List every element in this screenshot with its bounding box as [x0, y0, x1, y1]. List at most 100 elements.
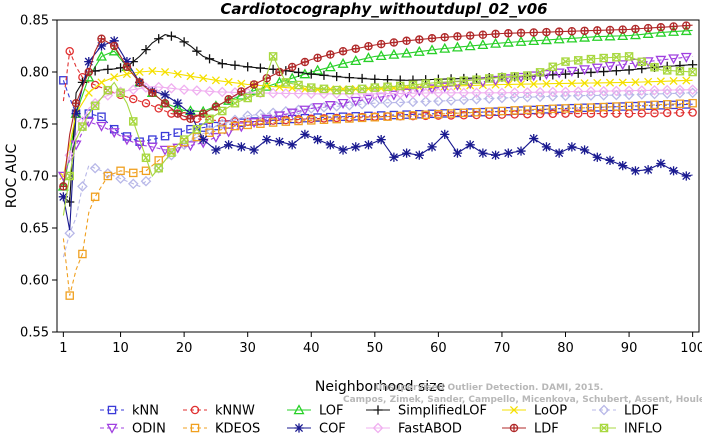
point-cof [592, 152, 602, 162]
point-loop [555, 79, 564, 88]
point-odin [579, 65, 591, 76]
point-odin [95, 121, 107, 132]
point-lof [477, 39, 489, 50]
point-ldof [458, 94, 470, 106]
series-line-cof [62, 40, 693, 231]
point-simplifiedlof [395, 75, 405, 85]
point-kdeos [624, 101, 634, 111]
point-kdeos [548, 104, 558, 114]
point-simplifiedlof [611, 66, 621, 76]
point-simplifiedlof [154, 34, 164, 44]
point-simplifiedlof [586, 67, 596, 78]
x-tick-label: 1 [59, 341, 67, 356]
point-loop [644, 77, 653, 86]
point-loop [211, 76, 220, 85]
point-fastabod [305, 88, 317, 100]
point-loop [504, 80, 513, 89]
point-cof [109, 36, 119, 46]
point-inflo [154, 163, 163, 173]
point-cof [338, 145, 348, 155]
point-kdeos [141, 166, 151, 176]
point-kdeos [90, 192, 100, 202]
point-loop [656, 77, 665, 86]
point-knn [605, 102, 615, 112]
point-simplifiedlof [306, 69, 316, 79]
point-kdeos [307, 116, 316, 125]
point-inflo [307, 83, 316, 92]
point-inflo [472, 75, 481, 84]
point-knnw [650, 108, 659, 118]
point-inflo [573, 56, 583, 65]
legend-marker-odin [106, 423, 118, 434]
point-ldf [338, 46, 348, 56]
point-inflo [281, 78, 291, 87]
point-kdeos [573, 103, 583, 113]
point-ldof [255, 108, 266, 120]
point-ldf [580, 26, 589, 36]
point-ldof [522, 91, 533, 103]
legend-marker-lof [293, 404, 305, 415]
point-ldof [547, 91, 559, 102]
point-odin [146, 142, 158, 153]
point-cof [58, 192, 68, 202]
point-cof [427, 142, 437, 152]
point-inflo [167, 148, 176, 157]
point-cof [681, 171, 691, 181]
legend-label: KDEOS [215, 422, 260, 434]
point-inflo [395, 81, 405, 91]
point-inflo [662, 66, 672, 75]
point-ldof [356, 98, 368, 110]
point-inflo [510, 72, 519, 81]
point-fastabod [420, 87, 431, 99]
point-knnw [675, 108, 685, 118]
point-kdeos [345, 114, 354, 123]
point-lof [108, 45, 120, 56]
point-loop [160, 67, 170, 77]
point-cof [160, 90, 170, 100]
point-loop [199, 74, 208, 83]
point-knn [59, 76, 68, 85]
point-cof [567, 142, 577, 152]
point-fastabod [382, 88, 393, 99]
point-cof [643, 165, 653, 175]
point-ldof [560, 90, 571, 102]
point-inflo [370, 83, 380, 92]
legend-item-ldof: LDOF [592, 404, 659, 419]
point-kdeos [446, 109, 456, 118]
point-knnw [129, 94, 138, 104]
series-line-ldf [62, 24, 693, 187]
point-lof [350, 55, 362, 66]
point-ldf [364, 41, 373, 51]
point-ldof [483, 93, 495, 104]
point-cof [363, 140, 374, 150]
point-ldf [669, 22, 678, 31]
point-ldf [135, 78, 144, 87]
point-cof [402, 148, 412, 158]
point-ldof [471, 93, 482, 105]
point-odin [617, 60, 629, 71]
point-ldof [382, 97, 393, 109]
legend-label: FastABOD [398, 422, 462, 434]
point-ldf [478, 30, 488, 40]
point-kdeos [434, 109, 443, 119]
point-fastabod [687, 84, 698, 95]
point-fastabod [394, 88, 406, 99]
point-fastabod [585, 86, 597, 97]
y-tick-label: 0.65 [20, 222, 49, 237]
point-inflo [116, 88, 125, 98]
point-simplifiedlof [624, 65, 634, 75]
point-odin [121, 135, 133, 146]
point-inflo [408, 80, 418, 90]
point-odin [388, 90, 400, 101]
point-inflo [179, 135, 189, 144]
point-kdeos [472, 107, 481, 117]
point-knn [97, 112, 106, 121]
point-lof [490, 37, 502, 48]
point-ldof [420, 96, 431, 107]
point-fastabod [623, 85, 635, 97]
x-tick-label: 30 [239, 341, 256, 356]
point-ldof [77, 181, 88, 192]
point-ldof [636, 89, 648, 100]
point-simplifiedlof [319, 70, 329, 80]
point-knn [173, 128, 183, 137]
